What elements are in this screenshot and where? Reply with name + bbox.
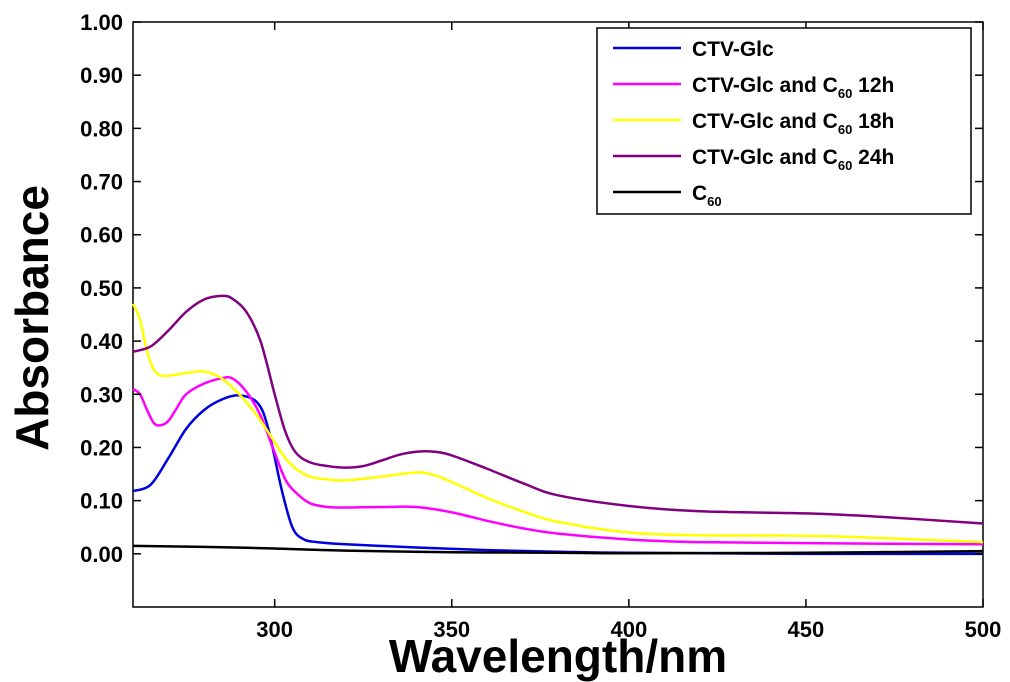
y-tick-label: 0.90 bbox=[80, 63, 123, 88]
y-tick-label: 0.60 bbox=[80, 223, 123, 248]
series-line-ctv-glc-and-c60-12h bbox=[132, 375, 984, 546]
series-lines bbox=[131, 294, 984, 556]
y-tick-label: 0.40 bbox=[80, 329, 123, 354]
plot-area-border bbox=[132, 21, 984, 608]
y-tick-label: 1.00 bbox=[80, 10, 123, 35]
x-tick-label: 500 bbox=[965, 617, 1002, 642]
y-tick-label: 0.50 bbox=[80, 276, 123, 301]
y-tick-label: 0.00 bbox=[80, 542, 123, 567]
series-line-ctv-glc-and-c60-18h bbox=[131, 303, 984, 544]
y-tick-label: 0.30 bbox=[80, 382, 123, 407]
y-axis-title: Absorbance bbox=[6, 185, 58, 451]
y-tick-label: 0.80 bbox=[80, 116, 123, 141]
series-line-ctv-glc-and-c60-24h bbox=[132, 294, 984, 525]
legend-label-ctv-glc-and-c60-18h: CTV-Glc and C60 18h bbox=[692, 110, 894, 137]
y-tick-label: 0.20 bbox=[80, 435, 123, 460]
x-tick-label: 400 bbox=[610, 617, 647, 642]
x-axis-title: Wavelength/nm bbox=[389, 630, 727, 682]
x-axis: 300 350 400 450 500 bbox=[256, 22, 1001, 642]
series-line-c60 bbox=[132, 544, 984, 555]
legend: CTV-Glc CTV-Glc and C60 12h CTV-Glc and C6… bbox=[596, 27, 972, 215]
legend-label-ctv-glc-and-c60-24h: CTV-Glc and C60 24h bbox=[692, 146, 894, 173]
legend-label-ctv-glc-and-c60-12h: CTV-Glc and C60 12h bbox=[692, 74, 894, 101]
legend-label-c60: C60 bbox=[692, 182, 722, 209]
x-tick-label: 300 bbox=[256, 617, 293, 642]
x-tick-label: 450 bbox=[788, 617, 825, 642]
legend-label-ctv-glc: CTV-Glc bbox=[692, 38, 774, 61]
y-tick-label: 0.70 bbox=[80, 170, 123, 195]
y-tick-label: 0.10 bbox=[80, 489, 123, 514]
y-axis: 0.00 0.10 0.20 0.30 0.40 0.50 0.60 0.70 0.80 0.90… bbox=[80, 10, 983, 567]
x-tick-label: 350 bbox=[433, 617, 470, 642]
plot-frame bbox=[132, 21, 984, 608]
